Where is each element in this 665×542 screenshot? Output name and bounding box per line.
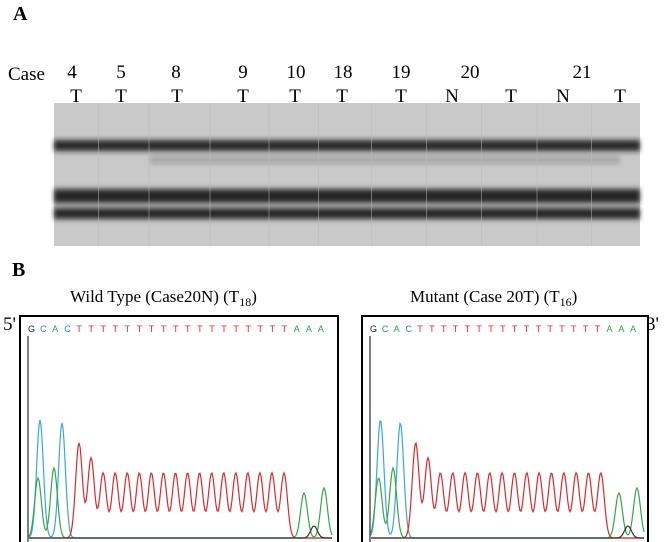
case-number: 10 (287, 62, 306, 83)
lane-label: N (556, 86, 570, 107)
base-call: T (149, 324, 155, 334)
title-text: Mutant (Case 20T) (T (410, 287, 560, 306)
trace (29, 442, 332, 539)
title-end: ) (251, 287, 257, 306)
case-number: 5 (116, 62, 126, 83)
case-number: 19 (392, 62, 411, 83)
lane-label: N (445, 86, 459, 107)
base-call: T (417, 324, 423, 334)
case-number: 9 (238, 62, 248, 83)
base-call: T (453, 324, 459, 334)
gel-image (54, 103, 640, 246)
panel-title: Wild Type (Case20N) (T18) (70, 287, 257, 309)
base-call: T (137, 324, 143, 334)
base-call: T (258, 324, 264, 334)
trace (371, 525, 644, 539)
base-call: C (405, 324, 412, 334)
base-call: A (630, 324, 636, 334)
base-call: T (441, 324, 447, 334)
base-call: T (245, 324, 251, 334)
case-number: 21 (573, 62, 592, 83)
title-end: ) (572, 287, 578, 306)
base-call: A (294, 324, 300, 334)
base-call: T (270, 324, 276, 334)
lane-label: T (395, 86, 407, 107)
lane-label: T (171, 86, 183, 107)
base-call: T (209, 324, 215, 334)
base-call: T (595, 324, 601, 334)
five-prime: 5' (3, 314, 16, 335)
trace (29, 525, 332, 539)
base-call: T (113, 324, 119, 334)
base-call: T (476, 324, 482, 334)
base-call: T (547, 324, 553, 334)
panel-label: A (13, 3, 28, 25)
base-call: A (52, 324, 58, 334)
base-call: T (536, 324, 542, 334)
base-call: T (583, 324, 589, 334)
title-text: Wild Type (Case20N) (T (70, 287, 240, 306)
lane-label: T (115, 86, 127, 107)
base-call: T (125, 324, 131, 334)
trace (28, 419, 332, 539)
base-call: T (185, 324, 191, 334)
base-call: T (197, 324, 203, 334)
lane-label: T (505, 86, 517, 107)
base-call: T (559, 324, 565, 334)
base-call: T (233, 324, 239, 334)
base-call: T (524, 324, 530, 334)
case-number: 8 (171, 62, 181, 83)
base-call: T (100, 324, 106, 334)
base-call: T (571, 324, 577, 334)
base-call: T (429, 324, 435, 334)
base-call: T (465, 324, 471, 334)
trace (371, 441, 644, 539)
title-subscript: 18 (239, 295, 251, 309)
chromatogram-frame (19, 315, 339, 542)
base-call: G (370, 324, 377, 334)
case-number: 4 (67, 62, 77, 83)
panel-title: Mutant (Case 20T) (T16) (410, 287, 577, 309)
lane-label: T (237, 86, 249, 107)
chromatogram-frame (361, 315, 649, 542)
lane-label: T (336, 86, 348, 107)
base-call: C (382, 324, 389, 334)
lane-label: T (289, 86, 301, 107)
case-number: 18 (334, 62, 353, 83)
base-call: T (282, 324, 288, 334)
base-call: C (40, 324, 47, 334)
base-call: A (394, 324, 400, 334)
base-call: T (88, 324, 94, 334)
base-call: T (173, 324, 179, 334)
case-number: 20 (461, 62, 480, 83)
base-call: T (161, 324, 167, 334)
base-call: A (306, 324, 312, 334)
base-call: A (618, 324, 624, 334)
lane-label: T (614, 86, 626, 107)
three-prime: 3' (646, 314, 659, 335)
base-call: T (221, 324, 227, 334)
row-label: Case (8, 64, 45, 85)
base-call: C (64, 324, 71, 334)
base-call: G (28, 324, 35, 334)
panel-label: B (12, 259, 25, 281)
lane-label: T (70, 86, 82, 107)
title-subscript: 16 (560, 295, 572, 309)
base-call: T (76, 324, 82, 334)
base-call: A (318, 324, 324, 334)
base-call: T (512, 324, 518, 334)
base-call: T (500, 324, 506, 334)
base-call: T (488, 324, 494, 334)
base-call: A (607, 324, 613, 334)
